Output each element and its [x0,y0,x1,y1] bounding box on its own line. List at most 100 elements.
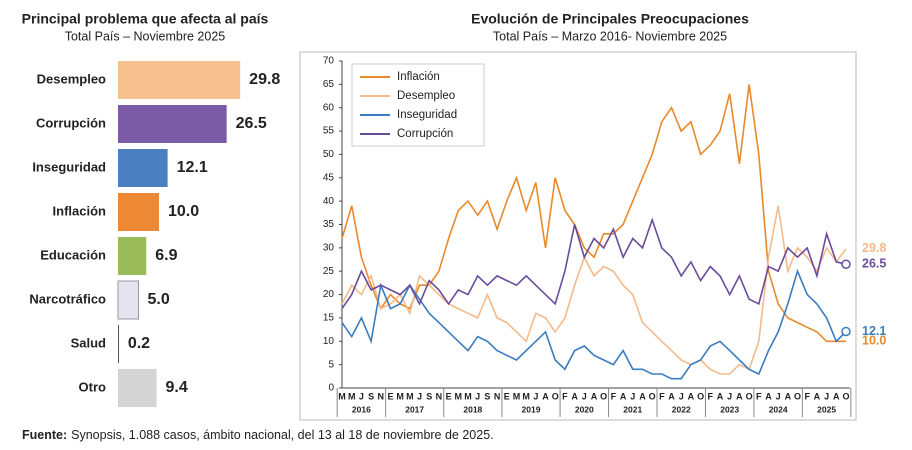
left-subtitle: Total País – Noviembre 2025 [65,29,226,43]
year-label: 2016 [352,404,371,414]
x-tick-label: A [591,391,598,401]
x-tick-label: O [746,391,753,401]
footer: Fuente: Synopsis, 1.088 casos, ámbito nac… [22,428,494,442]
year-label: 2019 [522,404,541,414]
end-label: 26.5 [862,257,886,271]
y-tick-label: 70 [323,56,335,67]
bar [118,369,157,407]
x-tick-label: J [475,391,480,401]
y-tick-label: 15 [323,313,335,324]
x-tick-label: A [785,391,792,401]
value-label: 0.2 [128,335,150,352]
x-tick-label: O [794,391,801,401]
legend-box [351,63,485,147]
bar [118,105,227,143]
series-line [341,84,846,343]
category-label: Narcotráfico [29,291,106,306]
category-label: Inflación [53,203,107,218]
y-tick-label: 55 [323,126,335,137]
x-tick-label: M [348,391,356,401]
x-tick-label: M [338,391,346,401]
value-label: 5.0 [148,291,170,308]
x-tick-label: A [668,391,675,401]
bar [118,193,159,231]
end-marker [841,259,851,269]
charts: Principal problema que afecta al país To… [22,11,886,421]
x-tick-label: F [659,391,665,401]
footer-text: Synopsis, 1.088 casos, ámbito nacional, … [71,428,494,442]
x-tick-label: O [649,391,656,401]
x-tick-label: A [542,391,549,401]
x-tick-label: A [620,391,627,401]
bar [118,325,119,363]
legend-label: Inseguridad [397,109,457,121]
x-tick-label: J [727,391,732,401]
x-tick-label: E [504,391,510,401]
right-subtitle: Total País – Marzo 2016- Noviembre 2025 [493,29,727,43]
x-tick-label: F [562,391,568,401]
end-marker [841,326,851,337]
x-tick-label: E [446,391,452,401]
y-tick-label: 40 [323,196,335,207]
category-label: Salud [71,335,106,350]
x-tick-label: M [396,391,404,401]
series-line [341,217,847,310]
year-label: 2025 [817,404,836,414]
x-tick-label: M [522,391,530,401]
x-tick-label: J [824,391,829,401]
series-line [341,205,847,375]
value-label: 9.4 [166,379,188,396]
x-tick-label: J [630,391,635,401]
y-tick-label: 50 [323,149,335,160]
x-tick-label: M [464,391,472,401]
x-tick-label: J [776,391,781,401]
legend-label: Inflación [397,71,440,83]
y-tick-label: 65 [323,79,335,90]
bar [117,280,139,320]
x-tick-label: A [833,391,840,401]
x-tick-label: F [804,391,810,401]
y-tick-label: 25 [323,266,335,277]
legend-label: Desempleo [397,90,455,102]
y-tick-label: 35 [323,219,335,230]
x-tick-label: S [426,391,432,401]
bar [118,149,168,187]
category-label: Otro [79,379,107,394]
x-tick-label: E [387,391,393,401]
x-tick-label: A [571,391,578,401]
x-tick-label: N [436,391,443,401]
x-tick-label: A [688,391,695,401]
y-tick-label: 60 [323,102,335,113]
category-label: Inseguridad [32,159,106,174]
x-tick-label: A [814,391,821,401]
x-tick-label: S [484,391,490,401]
year-label: 2022 [672,404,691,414]
x-tick-label: A [639,391,646,401]
category-label: Corrupción [36,115,106,130]
x-tick-label: A [765,391,772,401]
year-label: 2024 [769,404,788,414]
x-tick-label: O [842,391,849,401]
bar [118,61,241,99]
right-title: Evolución de Principales Preocupaciones [471,11,749,27]
end-label: 29.8 [862,241,886,255]
end-label: 10.0 [862,334,886,348]
value-label: 12.1 [177,159,208,176]
x-tick-label: J [582,391,587,401]
end-label: 12.1 [862,324,886,338]
year-label: 2021 [623,404,642,414]
value-label: 6.9 [155,247,177,264]
x-tick-label: S [368,391,374,401]
x-tick-label: O [600,391,607,401]
year-label: 2020 [575,404,594,414]
x-tick-label: M [406,391,414,401]
x-tick-label: A [736,391,743,401]
value-label: 10.0 [168,203,199,220]
x-tick-label: F [611,391,617,401]
x-tick-label: J [679,391,684,401]
y-tick-label: 0 [328,383,334,394]
year-label: 2018 [463,404,482,414]
x-tick-label: F [756,391,762,401]
y-tick-label: 10 [323,336,335,347]
x-tick-label: N [494,391,501,401]
